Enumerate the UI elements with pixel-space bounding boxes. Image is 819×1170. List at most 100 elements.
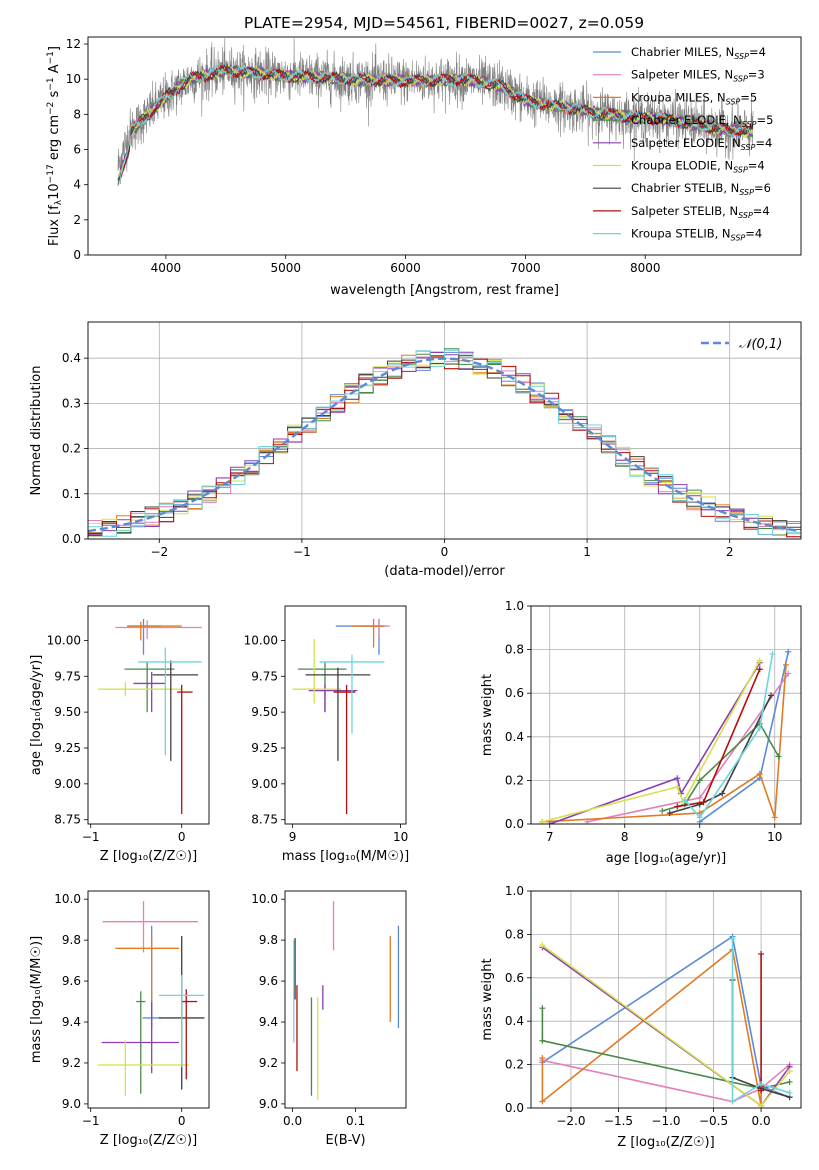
y-axis-label: mass [log₁₀(M/M☉)] [29,936,44,1063]
axes-frame [284,605,407,825]
weight-marker-7 [758,950,765,957]
weight-marker-8 [758,1081,765,1088]
mass-vs-metallicity-axes: −1 0 9.0 9.2 9.4 9.6 9.8 10.0 Z [log₁₀(Z/Z☉)] mas… [29,890,210,1148]
x-tick-label: −0.5 [699,1114,728,1128]
weight-marker-1 [785,670,792,677]
y-tick-label: 0.4 [505,730,524,744]
weight-marker-8 [786,1089,793,1096]
legend-label-0: Chabrier MILES, NSSP=4 [631,45,766,61]
weight-marker-8 [756,725,763,732]
y-axis-label-part: ] [47,46,62,51]
x-tick-label: 9 [696,830,704,844]
errorbar-point-1 [102,901,199,953]
errorbar-point-4 [101,1001,179,1074]
x-tick-label: 6000 [390,261,421,275]
y-axis-label: age [log₁₀(age/yr)] [29,655,44,776]
axes-frame [530,605,802,825]
y-tick-label: 0 [73,248,81,262]
weight-marker-2 [539,1055,546,1062]
legend-label-prefix: Salpeter STELIB, N [631,204,738,218]
legend-label-sub: SSP [733,75,748,84]
x-tick-label: 9 [289,830,297,844]
y-tick-label: 9.2 [62,1056,81,1070]
model-spectrum-line-7 [117,64,753,186]
x-tick-label: 7000 [510,261,541,275]
legend-label-prefix: Kroupa MILES, N [631,90,726,104]
weight-marker-2 [771,814,778,821]
legend-label-suffix: =4 [745,227,762,241]
legend-label-suffix: =4 [748,159,765,173]
plot-area [117,38,754,187]
weight-marker-6 [768,692,774,699]
y-tick-label: 8.75 [54,813,81,827]
weight-marker-3 [775,753,782,760]
errorbar-point-5 [98,682,182,697]
errorbar-point-2 [115,936,179,1010]
legend-label-sub: SSP [731,234,746,243]
y-tick-label: 10 [66,72,81,86]
y-tick-label: 4 [73,178,81,192]
errorbar-point-3 [124,661,175,713]
x-tick-label: −1 [82,1114,100,1128]
axes-frame [87,890,210,1109]
errorbar-point-1 [115,620,202,639]
plot-area [539,648,792,824]
legend-label-7: Salpeter STELIB, NSSP=4 [631,204,770,220]
y-axis-label: Normed distribution [29,366,44,496]
age-vs-metallicity-axes: −1 0 8.75 9.00 9.25 9.50 9.75 10.00 Z [log₁₀(Z/Z… [29,605,210,864]
y-tick-label: 0.1 [62,487,81,501]
x-tick-label: −1.0 [651,1114,680,1128]
y-tick-label: 8 [73,107,81,121]
y-tick-label: 9.8 [62,933,81,947]
weight-marker-3 [659,807,666,814]
y-axis-label-part: −1 [46,77,56,90]
weight-marker-8 [696,814,703,821]
legend-label-prefix: Kroupa STELIB, N [631,227,731,241]
y-tick-label: 0.0 [505,817,524,831]
x-tick-label: 0 [178,830,186,844]
legend-label-1: Salpeter MILES, NSSP=3 [631,68,765,84]
y-tick-label: 9.4 [62,1015,81,1029]
plot-area [88,348,801,538]
legend-label-3: Chabrier ELODIE, NSSP=5 [631,113,773,129]
errorbar-point-1 [362,618,390,638]
x-tick-label: 0.0 [283,1114,302,1128]
weight-vs-age-axes: 7 8 9 10 0.0 0.2 0.4 0.6 0.8 1.0 age [log₁₀(age/yr… [480,599,802,866]
y-tick-label: 10.00 [47,633,81,647]
legend-label-prefix: Chabrier MILES, N [631,45,734,59]
residuals-histogram-axes: −2 −1 0 1 2 0.0 0.1 0.2 0.3 0.4 (data-model)/error… [29,321,802,579]
weight-marker-7 [700,799,707,806]
x-axis-label: (data-model)/error [384,564,505,579]
x-tick-label: 0 [178,1114,186,1128]
axes-frame [87,36,802,256]
weight-marker-3 [696,777,703,784]
model-spectrum-line-0 [117,64,754,182]
weight-line-8 [731,938,790,1103]
x-tick-label: −1.5 [604,1114,633,1128]
y-tick-label: 9.00 [54,777,81,791]
axes-frame [87,321,802,540]
y-axis-label-part: A [47,64,62,77]
y-axis-label: mass weight [480,958,495,1040]
y-axis-label-part: Flux [f [47,205,62,246]
legend-label-suffix: =6 [754,181,771,195]
y-tick-label: 0.3 [62,396,81,410]
x-axis-label: Z [log₁₀(Z/Z☉)] [100,1133,197,1148]
errorbar-point-4 [308,683,358,713]
legend-label-prefix: Kroupa ELODIE, N [631,159,733,173]
legend-label-prefix: Salpeter ELODIE, N [631,136,741,150]
legend-label-sub: SSP [738,211,753,220]
y-axis-label-part: s [47,90,62,101]
x-tick-label: 5000 [270,261,301,275]
errorbar-point-4 [133,671,166,713]
y-tick-label: 0.8 [505,643,524,657]
weight-marker-3 [539,1037,546,1044]
errorbar-point-3 [297,661,347,713]
spectrum-axes: 4000 5000 6000 7000 8000 0 2 4 6 8 10 12 wavelength … [46,36,802,298]
y-tick-label: 9.75 [54,669,81,683]
legend-label-sub: SSP [742,120,757,129]
y-tick-label: 9.25 [54,741,81,755]
y-tick-label: 9.0 [62,1097,81,1111]
y-tick-label: 0.4 [62,351,81,365]
x-tick-label: 10 [393,830,408,844]
